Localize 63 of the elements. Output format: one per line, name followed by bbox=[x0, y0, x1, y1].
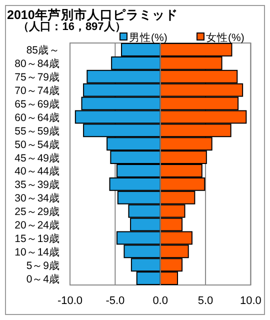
x-tick-label: -5.0 bbox=[106, 295, 125, 307]
bar bbox=[117, 190, 161, 204]
y-tick-label: 5～9歳 bbox=[26, 258, 60, 272]
x-tick-label: 0.0 bbox=[152, 295, 168, 307]
bar bbox=[130, 258, 161, 272]
bar bbox=[121, 43, 161, 56]
bar bbox=[116, 231, 161, 245]
bar bbox=[160, 231, 192, 245]
bar bbox=[106, 137, 161, 151]
bar bbox=[160, 56, 222, 70]
bar bbox=[109, 177, 161, 191]
bar bbox=[160, 150, 207, 164]
y-tick-label: 0～4歳 bbox=[26, 272, 60, 286]
bar bbox=[160, 137, 212, 151]
bar bbox=[116, 164, 161, 178]
bar bbox=[160, 164, 202, 178]
x-tick-label: -10.0 bbox=[57, 295, 83, 307]
y-tick-label: 35～39歳 bbox=[14, 178, 60, 192]
y-tick-label: 85歳～ bbox=[26, 44, 60, 57]
y-tick-label: 45～49歳 bbox=[14, 151, 60, 164]
bar bbox=[74, 110, 161, 124]
bar bbox=[160, 218, 183, 232]
bar bbox=[136, 272, 161, 285]
chart-title: 2010年芦別市人口ピラミッド bbox=[7, 7, 178, 22]
y-tick-label: 20～24歳 bbox=[14, 218, 60, 232]
y-tick-label: 55～59歳 bbox=[14, 124, 60, 138]
y-tick-label: 75～79歳 bbox=[14, 70, 60, 84]
bar bbox=[160, 272, 178, 285]
bar bbox=[160, 177, 206, 191]
y-tick-label: 30～34歳 bbox=[14, 192, 60, 205]
x-tick-label: 5.0 bbox=[198, 295, 214, 307]
y-tick-label: 10～14歳 bbox=[14, 245, 60, 258]
bar bbox=[160, 83, 244, 97]
legend-label: 女性(%) bbox=[206, 32, 244, 44]
y-tick-label: 50～54歳 bbox=[14, 138, 60, 151]
x-tick-label: 10.0 bbox=[240, 295, 262, 307]
bar bbox=[160, 258, 183, 272]
y-tick-label: 60～64歳 bbox=[14, 110, 60, 124]
bar bbox=[160, 43, 232, 56]
y-tick-label: 65～69歳 bbox=[14, 98, 60, 110]
bar bbox=[160, 110, 247, 124]
bar bbox=[160, 244, 189, 258]
bar bbox=[81, 96, 161, 110]
y-tick-label: 70～74歳 bbox=[14, 84, 60, 98]
bar bbox=[130, 218, 161, 232]
bar bbox=[160, 190, 196, 204]
bar bbox=[160, 124, 232, 138]
y-tick-label: 40～44歳 bbox=[14, 164, 60, 178]
bar bbox=[83, 83, 161, 97]
bar bbox=[86, 70, 161, 84]
y-tick-label: 25～29歳 bbox=[14, 205, 60, 218]
bar bbox=[160, 70, 238, 84]
y-tick-label: 80～84歳 bbox=[14, 57, 60, 70]
bar bbox=[160, 204, 186, 218]
legend-label: 男性(%) bbox=[129, 32, 168, 44]
bar bbox=[110, 150, 161, 164]
y-tick-label: 15～19歳 bbox=[14, 232, 60, 245]
chart-subtitle: （人口：16，897人） bbox=[18, 21, 126, 33]
bar bbox=[160, 96, 239, 110]
bar bbox=[83, 124, 161, 138]
bar bbox=[128, 204, 161, 218]
bar bbox=[111, 56, 161, 70]
bar bbox=[124, 244, 161, 258]
